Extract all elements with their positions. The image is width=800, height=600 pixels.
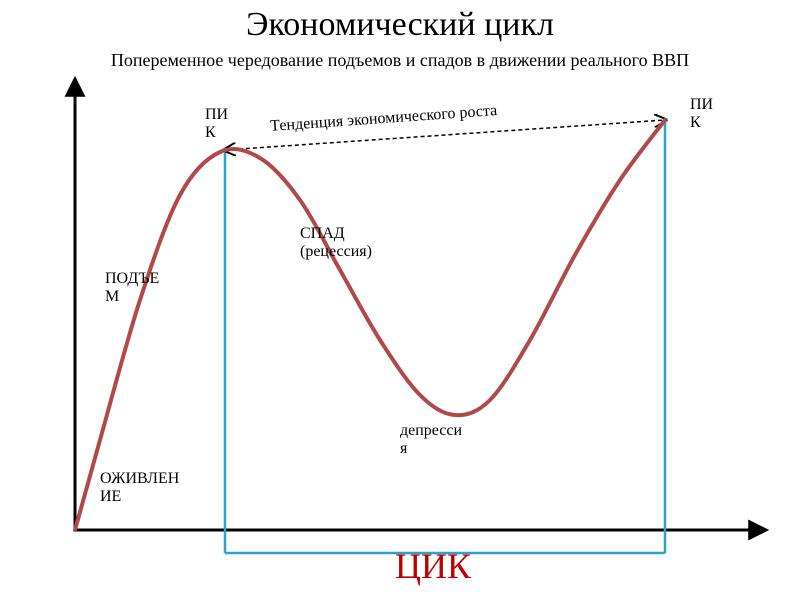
label-peak-1: ПИ К: [205, 106, 228, 142]
label-recession: СПАД (рецессия): [300, 225, 372, 261]
label-revival: ОЖИВЛЕН ИЕ: [100, 470, 179, 506]
cycle-caption: ЦИК: [395, 545, 471, 587]
label-depression: депресси я: [400, 422, 462, 458]
label-peak-2: ПИ К: [690, 96, 713, 132]
label-rise: ПОДЪЕ М: [105, 270, 159, 306]
economic-cycle-diagram: Экономический цикл Попеременное чередова…: [0, 0, 800, 600]
